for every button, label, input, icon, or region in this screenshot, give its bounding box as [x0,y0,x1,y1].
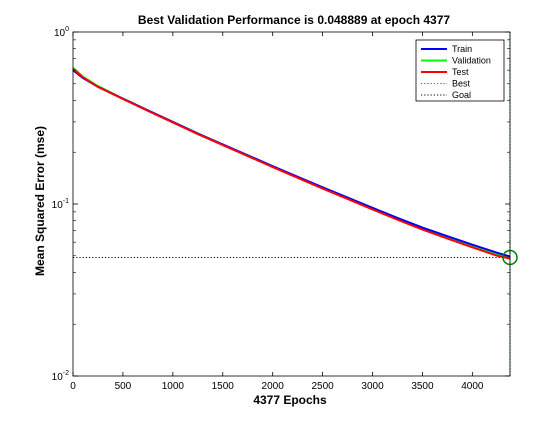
legend-label-goal: Goal [452,90,471,100]
x-tick-label: 0 [70,381,76,392]
x-tick-label: 3500 [411,381,434,392]
legend-label-best: Best [452,79,471,89]
plot-layer [72,32,518,376]
legend-label-test: Test [452,67,469,77]
x-tick-label: 500 [115,381,132,392]
x-axis-label: 4377 Epochs [253,393,327,407]
legend-label-validation: Validation [452,56,491,66]
x-tick-label: 1500 [212,381,235,392]
legend-label-train: Train [452,44,472,54]
x-tick-label: 4000 [461,381,484,392]
series-line-test [72,68,511,260]
legend-box [415,39,505,102]
x-tick-label: 1000 [162,381,185,392]
y-tick-label: 10-2 [52,370,69,383]
x-tick-label: 2500 [311,381,334,392]
y-tick-label: 100 [54,26,69,39]
x-tick-label: 2000 [262,381,285,392]
x-tick-label: 3000 [361,381,384,392]
axes-layer: 0 500 1000 1500 2000 2500 3000 3500 4000 10-2 10-1… [52,26,511,392]
y-tick-label: 10-1 [52,198,69,211]
y-axis-label: Mean Squared Error (mse) [33,126,47,276]
chart-title: Best Validation Performance is 0.048889 … [138,13,450,27]
